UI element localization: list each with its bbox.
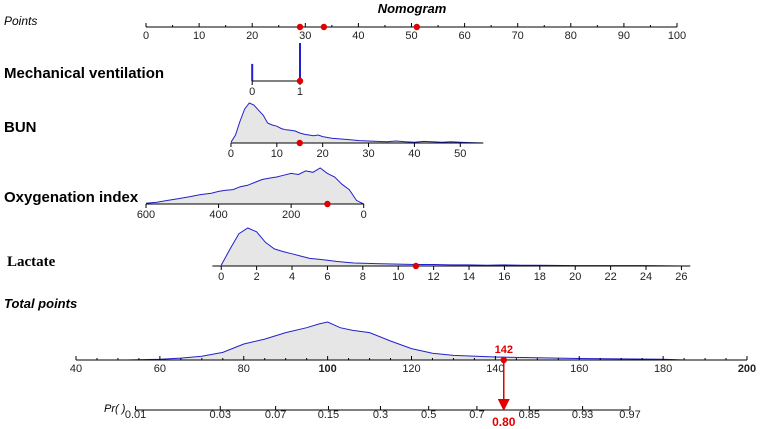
probability-tick-label: 0.03 — [210, 409, 231, 421]
points-axis-tick-label: 100 — [668, 30, 686, 42]
total-points-tick-label: 120 — [402, 363, 420, 375]
variable-label-mechanical-ventilation: Mechanical ventilation — [4, 65, 164, 82]
variable-bun-tick-label: 10 — [271, 148, 283, 160]
total-points-label: Total points — [4, 296, 77, 311]
total-points-selected-label: 142 — [495, 344, 513, 356]
variable-lactate-density-line — [220, 227, 682, 267]
points-axis-tick-label: 30 — [299, 30, 311, 42]
variable-lactate-tick-label: 0 — [218, 271, 224, 283]
points-axis-tick-label: 40 — [352, 30, 364, 42]
variable-lactate-density-fill — [221, 228, 682, 266]
variable-lactate-tick-label: 12 — [428, 271, 440, 283]
points-axis-tick-label: 60 — [458, 30, 470, 42]
points-axis-marker — [413, 23, 421, 31]
total-points-tick-label: 160 — [570, 363, 588, 375]
total-points-tick-label: 60 — [154, 363, 166, 375]
variable-lactate-tick-label: 2 — [254, 271, 260, 283]
points-axis-tick-label: 20 — [246, 30, 258, 42]
variable-lactate-tick-label: 26 — [675, 271, 687, 283]
variable-mv-tick-label: 1 — [297, 86, 303, 98]
variable-bun-tick-label: 50 — [454, 148, 466, 160]
variable-lactate-tick-label: 6 — [324, 271, 330, 283]
variable-oi-tick-label: 600 — [137, 209, 155, 221]
points-axis-tick-label: 50 — [405, 30, 417, 42]
probability-tick-label: 0.7 — [469, 409, 484, 421]
variable-bun-selected-marker — [296, 139, 303, 147]
points-axis-marker — [296, 23, 304, 31]
variable-lactate-tick-label: 18 — [534, 271, 546, 283]
variable-lactate-tick-label: 24 — [640, 271, 652, 283]
total-points-tick-label: 180 — [654, 363, 672, 375]
points-axis-tick-label: 10 — [193, 30, 205, 42]
variable-bun-density-fill — [231, 103, 484, 143]
points-axis-tick-label: 0 — [143, 30, 149, 42]
variable-mv-selected-marker — [296, 77, 304, 85]
variable-lactate-tick-label: 22 — [605, 271, 617, 283]
total-points-tick-label: 200 — [738, 363, 756, 375]
total-points-selected-marker — [500, 356, 507, 364]
probability-tick-label: 0.01 — [125, 409, 146, 421]
variable-label-lactate: Lactate — [7, 254, 56, 270]
total-points-tick-label: 140 — [486, 363, 504, 375]
variable-oi-tick-label: 400 — [209, 209, 227, 221]
points-axis-marker — [320, 23, 328, 31]
probability-tick-label: 0.93 — [572, 409, 593, 421]
probability-selected-label: 0.80 — [492, 415, 516, 429]
points-axis-tick-label: 90 — [618, 30, 630, 42]
total-points-density-fill — [126, 322, 685, 360]
total-points-tick-label: 100 — [318, 363, 336, 375]
variable-bun-tick-label: 0 — [228, 148, 234, 160]
probability-tick-label: 0.85 — [519, 409, 540, 421]
variable-lactate-tick-label: 20 — [569, 271, 581, 283]
selection-arrow-head — [497, 399, 510, 411]
total-points-tick-label: 80 — [238, 363, 250, 375]
variable-oi-tick-label: 200 — [282, 209, 300, 221]
variable-lactate-tick-label: 4 — [289, 271, 295, 283]
variable-lactate-tick-label: 14 — [463, 271, 475, 283]
variable-bun-density-line — [230, 102, 484, 144]
probability-tick-label: 0.3 — [373, 409, 388, 421]
points-axis-label: Points — [4, 14, 37, 28]
total-points-density-line — [126, 321, 685, 361]
variable-lactate-tick-label: 16 — [498, 271, 510, 283]
total-points-tick-label: 40 — [70, 363, 82, 375]
variable-mv-tick-label: 0 — [249, 86, 255, 98]
variable-lactate-tick-label: 8 — [360, 271, 366, 283]
chart-title: Nomogram — [378, 1, 447, 16]
probability-tick-label: 0.5 — [421, 409, 436, 421]
variable-bun-tick-label: 30 — [362, 148, 374, 160]
variable-bun-tick-label: 40 — [408, 148, 420, 160]
points-axis-tick-label: 70 — [512, 30, 524, 42]
variable-oi-density-line — [145, 167, 364, 205]
variable-label-bun: BUN — [4, 119, 37, 136]
probability-tick-label: 0.07 — [265, 409, 286, 421]
probability-axis-label: Pr( ) — [104, 403, 126, 415]
variable-lactate-selected-marker — [412, 262, 420, 270]
probability-tick-label: 0.97 — [619, 409, 640, 421]
variable-bun-tick-label: 20 — [317, 148, 329, 160]
points-axis-tick-label: 80 — [565, 30, 577, 42]
variable-oi-tick-label: 0 — [361, 209, 367, 221]
probability-tick-label: 0.15 — [318, 409, 339, 421]
variable-label-oxygenation-index: Oxygenation index — [4, 189, 139, 206]
variable-oi-selected-marker — [324, 200, 331, 208]
variable-lactate-tick-label: 10 — [392, 271, 404, 283]
